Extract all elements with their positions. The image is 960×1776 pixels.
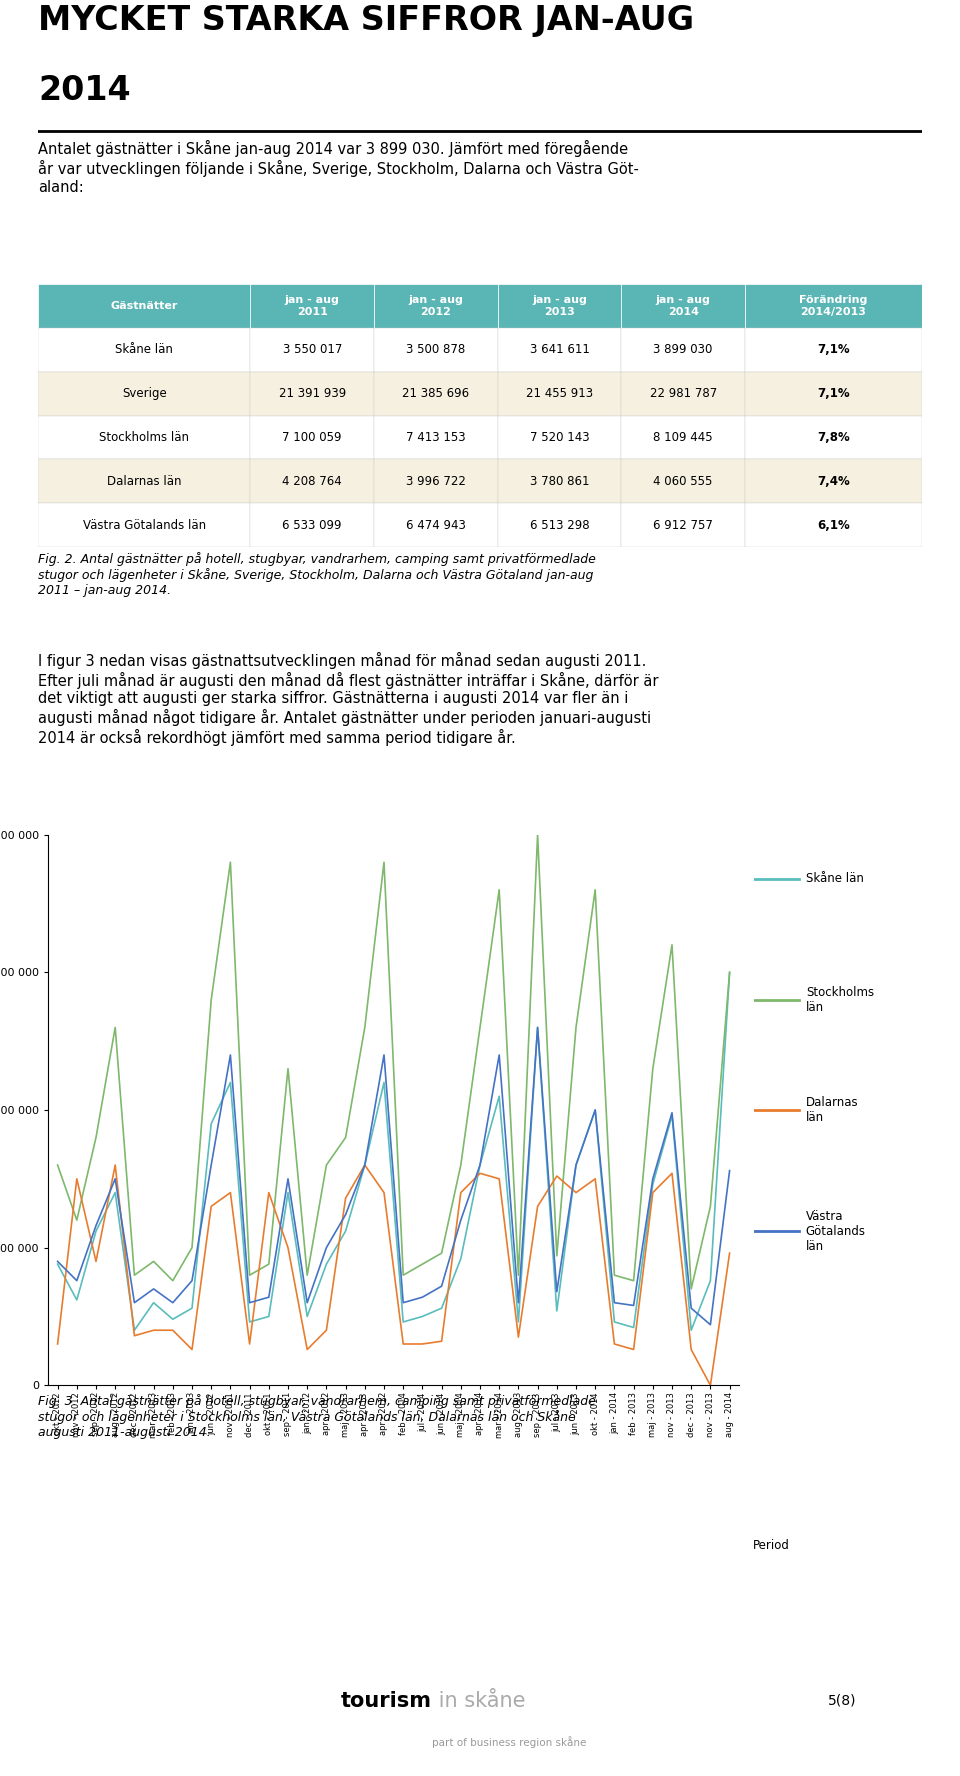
- Text: 21 455 913: 21 455 913: [526, 387, 593, 400]
- Text: MYCKET STARKA SIFFROR JAN-AUG: MYCKET STARKA SIFFROR JAN-AUG: [38, 4, 694, 37]
- Text: Sverige: Sverige: [122, 387, 167, 400]
- Text: 7,1%: 7,1%: [817, 343, 850, 357]
- Bar: [745, 503, 922, 547]
- Bar: [497, 371, 621, 416]
- Text: I figur 3 nedan visas gästnattsutvecklingen månad för månad sedan augusti 2011.
: I figur 3 nedan visas gästnattsutvecklin…: [38, 652, 659, 746]
- Text: Skåne län: Skåne län: [115, 343, 174, 357]
- Bar: [497, 503, 621, 547]
- Text: 3 899 030: 3 899 030: [654, 343, 713, 357]
- Text: 7 100 059: 7 100 059: [282, 432, 342, 444]
- Text: jan - aug
2011: jan - aug 2011: [285, 295, 340, 316]
- Text: 7,4%: 7,4%: [817, 474, 850, 488]
- Text: jan - aug
2013: jan - aug 2013: [532, 295, 587, 316]
- Text: Skåne län: Skåne län: [805, 872, 864, 884]
- Text: 2014: 2014: [38, 73, 131, 107]
- Bar: [38, 329, 251, 371]
- Bar: [251, 416, 374, 460]
- Text: 21 391 939: 21 391 939: [278, 387, 346, 400]
- Text: Antalet gästnätter i Skåne jan-aug 2014 var 3 899 030. Jämfört med föregående
år: Antalet gästnätter i Skåne jan-aug 2014 …: [38, 140, 639, 195]
- Bar: [374, 503, 497, 547]
- Bar: [38, 503, 251, 547]
- Text: 22 981 787: 22 981 787: [650, 387, 717, 400]
- Text: 8 109 445: 8 109 445: [654, 432, 713, 444]
- Bar: [38, 284, 251, 329]
- Text: 6 474 943: 6 474 943: [406, 519, 466, 531]
- Text: Period: Period: [753, 1540, 790, 1552]
- Text: 4 208 764: 4 208 764: [282, 474, 342, 488]
- Text: 3 996 722: 3 996 722: [406, 474, 466, 488]
- Bar: [745, 371, 922, 416]
- Text: 5(8): 5(8): [828, 1694, 856, 1707]
- Bar: [251, 503, 374, 547]
- Bar: [621, 284, 745, 329]
- Bar: [621, 371, 745, 416]
- Bar: [497, 460, 621, 503]
- Text: 7 520 143: 7 520 143: [530, 432, 589, 444]
- Bar: [621, 416, 745, 460]
- Bar: [374, 460, 497, 503]
- Text: 6,1%: 6,1%: [817, 519, 850, 531]
- Bar: [745, 329, 922, 371]
- Text: Fig. 2. Antal gästnätter på hotell, stugbyar, vandrarhem, camping samt privatför: Fig. 2. Antal gästnätter på hotell, stug…: [38, 552, 596, 597]
- Text: 3 780 861: 3 780 861: [530, 474, 589, 488]
- Text: 3 550 017: 3 550 017: [282, 343, 342, 357]
- Text: tourism: tourism: [341, 1691, 432, 1710]
- Text: jan - aug
2012: jan - aug 2012: [408, 295, 464, 316]
- Bar: [374, 371, 497, 416]
- Text: 6 533 099: 6 533 099: [282, 519, 342, 531]
- Text: Dalarnas
län: Dalarnas län: [805, 1096, 858, 1124]
- Bar: [374, 416, 497, 460]
- Bar: [621, 503, 745, 547]
- Bar: [251, 284, 374, 329]
- Text: Dalarnas län: Dalarnas län: [108, 474, 181, 488]
- Text: 6 912 757: 6 912 757: [653, 519, 713, 531]
- Bar: [251, 371, 374, 416]
- Text: in skåne: in skåne: [432, 1691, 525, 1710]
- Text: 3 500 878: 3 500 878: [406, 343, 466, 357]
- Bar: [497, 416, 621, 460]
- Bar: [745, 284, 922, 329]
- Bar: [745, 460, 922, 503]
- Bar: [621, 460, 745, 503]
- Bar: [38, 460, 251, 503]
- Bar: [497, 329, 621, 371]
- Text: Stockholms län: Stockholms län: [100, 432, 189, 444]
- Bar: [745, 416, 922, 460]
- Bar: [374, 329, 497, 371]
- Bar: [251, 329, 374, 371]
- Text: Västra Götalands län: Västra Götalands län: [83, 519, 206, 531]
- Text: Fig. 3. Antal gästnätter på hotell, stugbyar, vandrarhem, camping samt privatför: Fig. 3. Antal gästnätter på hotell, stug…: [38, 1394, 596, 1439]
- Bar: [374, 284, 497, 329]
- Text: Västra
Götalands
län: Västra Götalands län: [805, 1209, 866, 1252]
- Text: 7,8%: 7,8%: [817, 432, 850, 444]
- Text: 6 513 298: 6 513 298: [530, 519, 589, 531]
- Bar: [251, 460, 374, 503]
- Bar: [621, 329, 745, 371]
- Bar: [38, 371, 251, 416]
- Text: 7 413 153: 7 413 153: [406, 432, 466, 444]
- Text: Gästnätter: Gästnätter: [110, 302, 178, 311]
- Text: 3 641 611: 3 641 611: [530, 343, 589, 357]
- Text: 7,1%: 7,1%: [817, 387, 850, 400]
- Bar: [38, 416, 251, 460]
- Text: Förändring
2014/2013: Förändring 2014/2013: [799, 295, 868, 316]
- Text: part of business region skåne: part of business region skåne: [432, 1737, 587, 1748]
- Text: Stockholms
län: Stockholms län: [805, 986, 874, 1014]
- Text: jan - aug
2014: jan - aug 2014: [656, 295, 710, 316]
- Bar: [497, 284, 621, 329]
- Text: 21 385 696: 21 385 696: [402, 387, 469, 400]
- Text: 4 060 555: 4 060 555: [654, 474, 713, 488]
